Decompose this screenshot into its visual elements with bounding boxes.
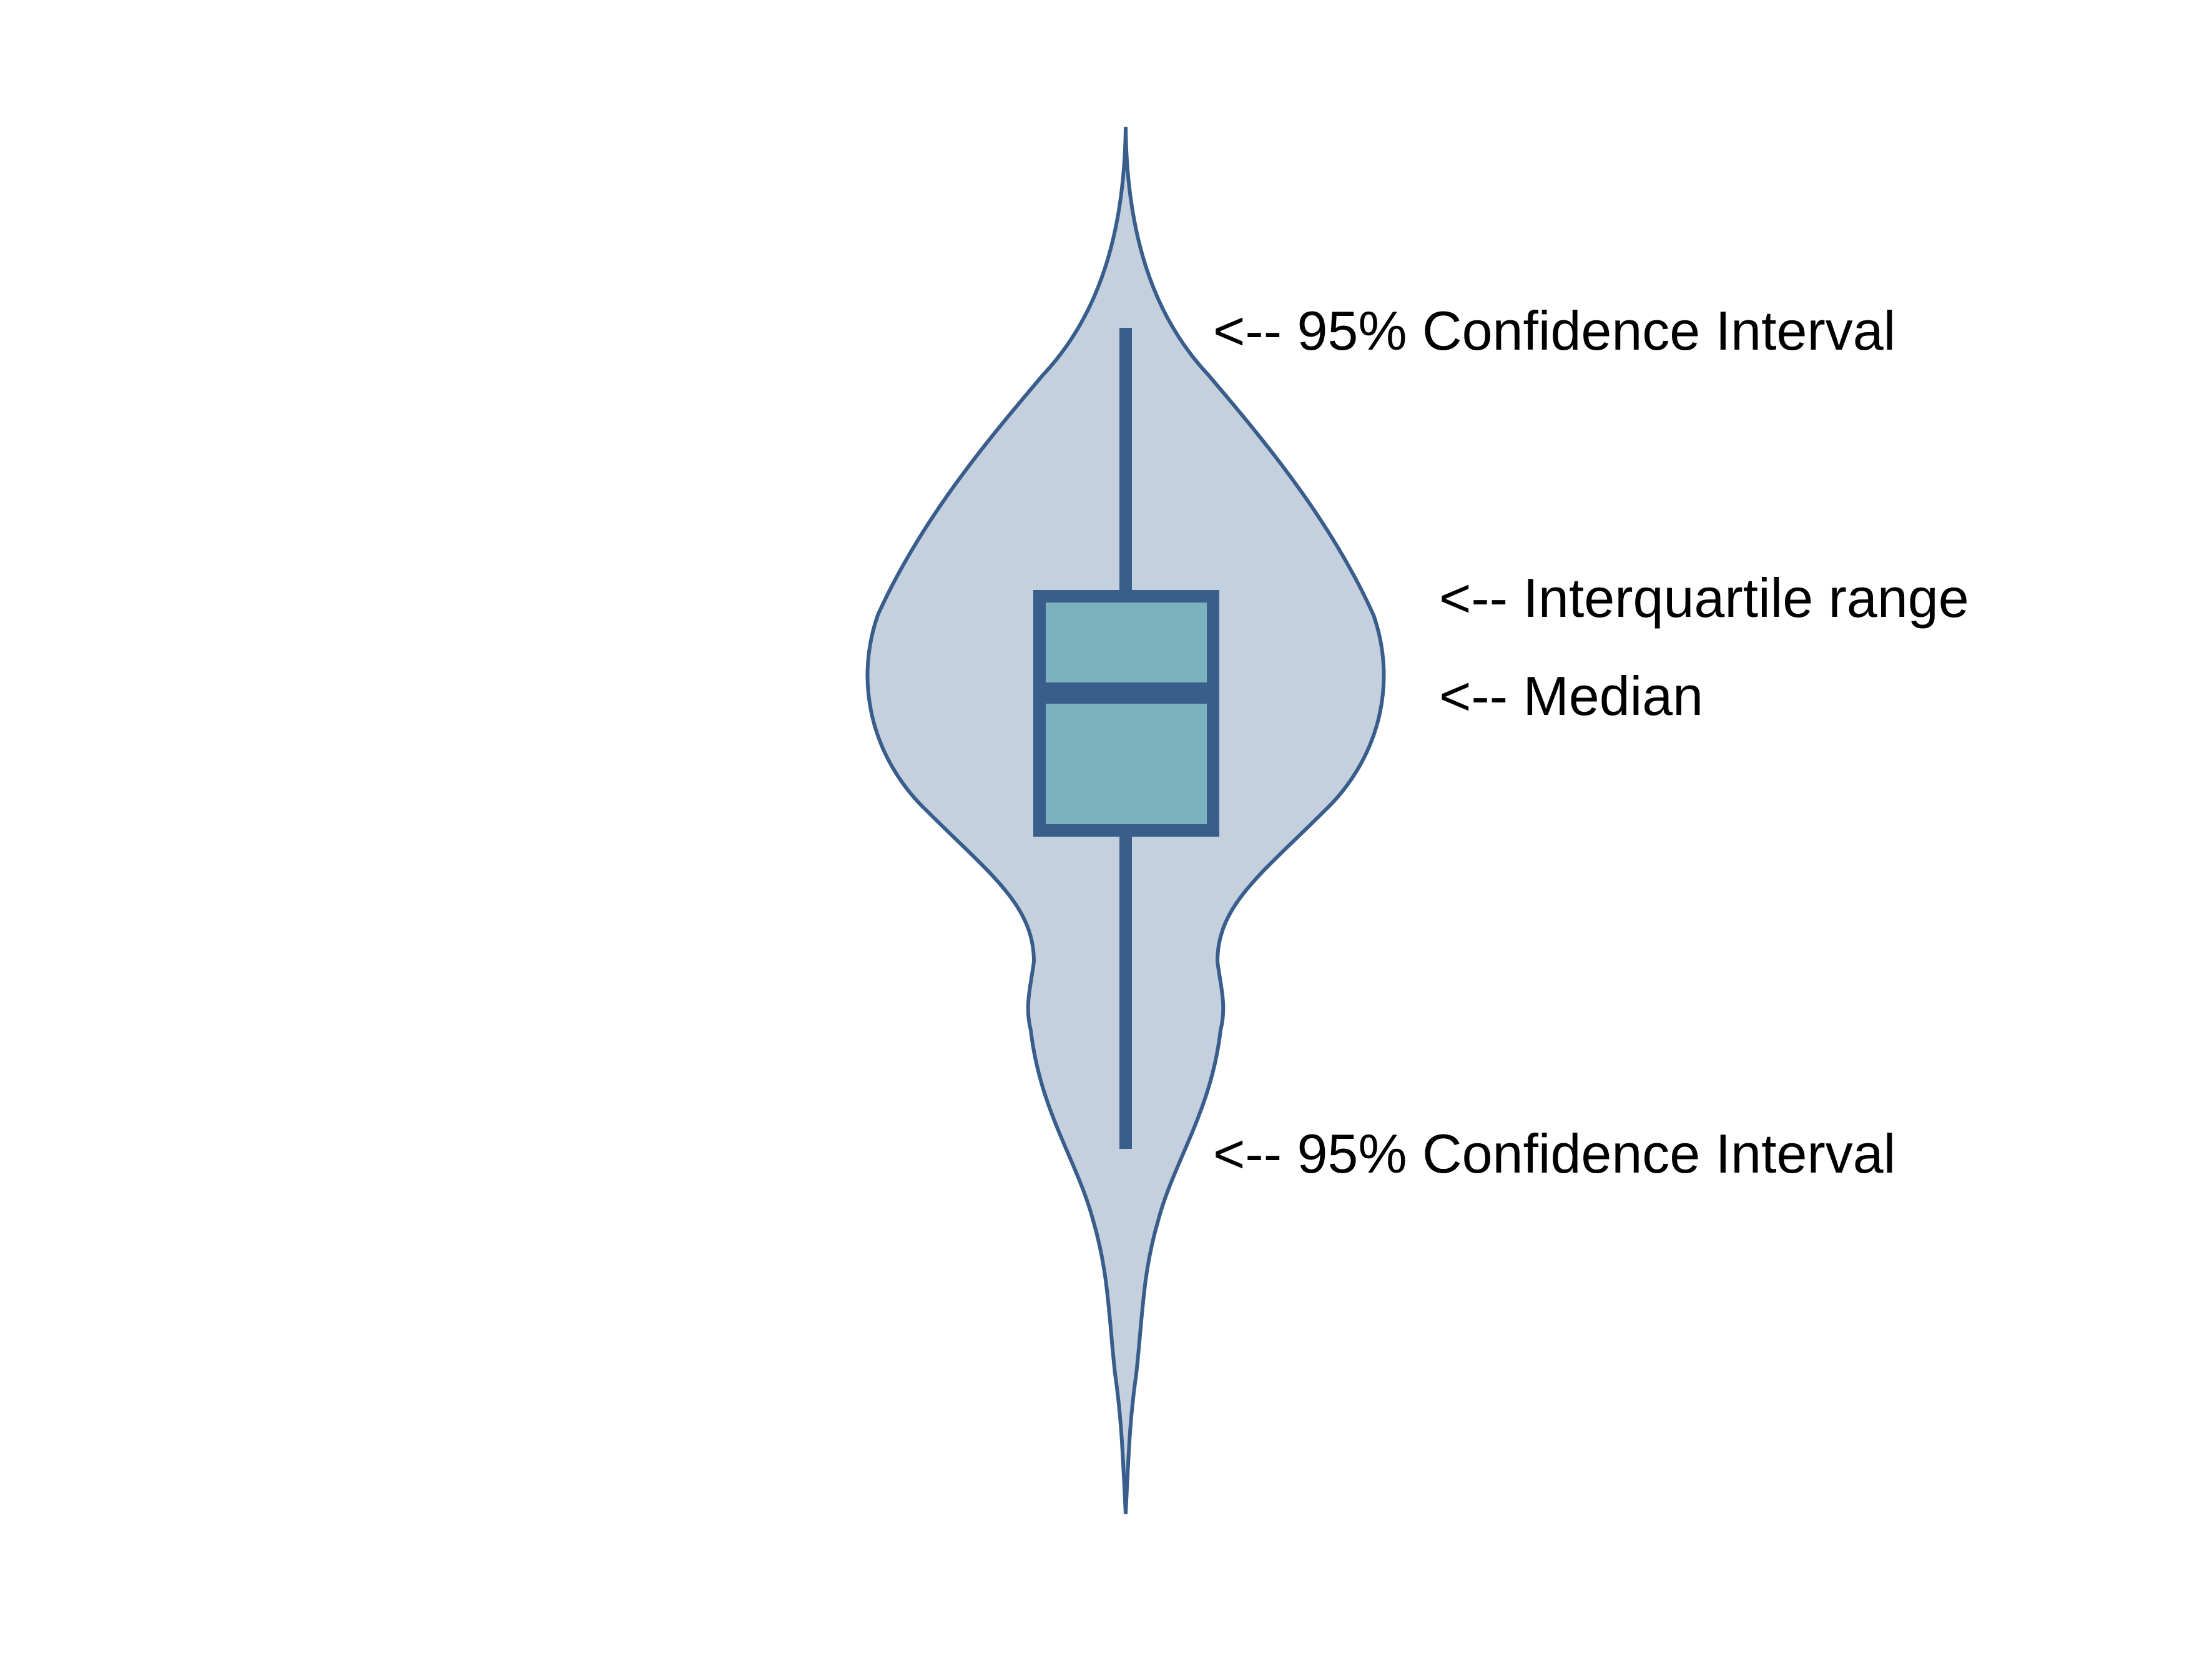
lower-ci-label: <-- 95% Confidence Interval: [1213, 1123, 1895, 1184]
median-label: <-- Median: [1439, 665, 1703, 727]
upper-ci-label: <-- 95% Confidence Interval: [1213, 300, 1895, 362]
iqr-label: <-- Interquartile range: [1439, 567, 1969, 629]
interquartile-box: [1033, 590, 1219, 837]
